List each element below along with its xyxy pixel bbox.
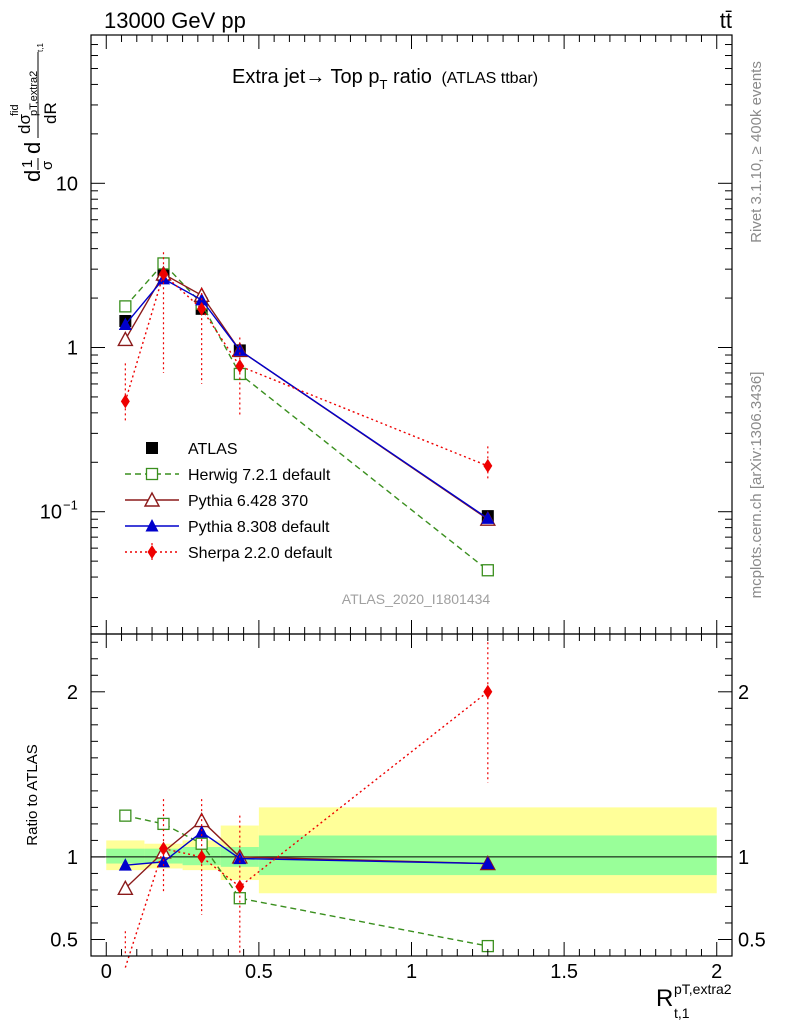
ylabel-sub: pT,extra2 [28, 71, 40, 116]
ylabel-sigma: σ [39, 160, 56, 170]
ratio-ytick-label: 2 [67, 682, 78, 704]
band-inner [106, 848, 145, 864]
legend-marker-pythia8 [145, 519, 159, 532]
plot-title-sub: T [379, 77, 387, 92]
main-point-sherpa [197, 301, 207, 316]
ratio-point-pythia8 [481, 856, 495, 870]
legend-marker-pythia6 [143, 491, 161, 507]
plot-title: Extra jet→ Top pT ratio (ATLAS ttbar) [232, 66, 538, 92]
ratio-ytick-label-right: 0.5 [738, 929, 766, 951]
ratio-point-sherpa [483, 684, 493, 699]
legend-label-pythia8: Pythia 8.308 default [188, 519, 330, 536]
ratio-point-sherpa [158, 841, 168, 856]
xlabel-main: R [656, 985, 673, 1012]
ratio-ytick-label-right: 2 [738, 682, 749, 704]
svg-text:dσ: dσ [15, 114, 34, 134]
xlabel-sub: t,1 [674, 1005, 690, 1021]
plot-title-suffix: ratio [387, 66, 431, 88]
legend-label-atlas: ATLAS [188, 441, 238, 458]
ratio-point-sherpa [235, 879, 245, 894]
main-point-pythia8 [118, 317, 132, 331]
svg-text:1: 1 [19, 160, 36, 168]
main-point-herwig [481, 564, 494, 577]
plot-title-main: Extra jet→ Top p [232, 66, 379, 88]
main-ytick-exponent: −1 [63, 498, 78, 513]
svg-text:dR: dR [41, 102, 60, 124]
ratio-xtick-label: 2 [711, 961, 722, 983]
header-right: tt̄ [720, 8, 732, 33]
legend-marker-atlas [146, 442, 158, 454]
legend-marker-sherpa [147, 545, 157, 559]
mcplots-label: mcplots.cern.ch [arXiv:1306.3436] [748, 372, 765, 599]
main-point-sherpa [120, 394, 130, 409]
plot-title-tag: (ATLAS ttbar) [441, 70, 538, 87]
legend-marker-herwig [145, 467, 159, 481]
ratio-ytick-label-right: 1 [738, 847, 749, 869]
main-point-herwig [119, 300, 132, 313]
main-ytick-label: 1 [67, 338, 78, 360]
ylabel-dsig: dσ [15, 114, 34, 134]
legend-label-sherpa: Sherpa 2.2.0 default [188, 545, 333, 562]
ylabel-ratio: Ratio to ATLAS [24, 744, 41, 845]
rivet-label: Rivet 3.1.10, ≥ 400k events [748, 61, 765, 243]
ratio-ytick-label: 0.5 [50, 929, 78, 951]
main-point-sherpa [483, 458, 493, 473]
main-point-sherpa [235, 359, 245, 374]
xlabel-sup: pT,extra2 [674, 981, 732, 997]
ratio-point-sherpa [197, 849, 207, 864]
main-ytick-label: 10 [56, 173, 78, 195]
main-point-sherpa [158, 267, 168, 282]
svg-text:d: d [20, 170, 45, 182]
ratio-point-pythia8 [118, 858, 132, 871]
analysis-id: ATLAS_2020_I1801434 [342, 591, 491, 607]
ratio-plot-marks [117, 642, 496, 968]
ratio-point-pythia6 [117, 879, 134, 895]
svg-text:t,1: t,1 [36, 43, 45, 52]
svg-text:σ: σ [39, 160, 56, 170]
ylabel-dR: dR [41, 102, 60, 124]
ylabel-d1: d [20, 170, 45, 182]
ratio-point-pythia8 [195, 825, 209, 838]
main-point-pythia8 [233, 343, 247, 356]
legend-label-herwig: Herwig 7.2.1 default [188, 467, 331, 484]
svg-text:fid: fid [9, 104, 21, 116]
header-left: 13000 GeV pp [104, 8, 246, 33]
legend: ATLAS Herwig 7.2.1 default Pythia 6.428 37… [125, 441, 333, 562]
ratio-ytick-label: 1 [67, 847, 78, 869]
ylabel-fid: fid [9, 104, 21, 116]
ylabel-d2: d [20, 142, 45, 154]
main-point-pythia6 [117, 330, 134, 347]
ratio-xtick-label: 0.5 [245, 961, 273, 983]
main-point-pythia8 [481, 511, 495, 524]
main-plot-marks [117, 252, 496, 577]
ratio-plot-panel [90, 633, 733, 968]
main-ytick-label: 10 [40, 502, 62, 524]
ratio-point-pythia8 [233, 851, 247, 865]
ratio-xtick-label: 1.5 [550, 961, 578, 983]
ylabel-one: 1 [19, 160, 36, 168]
ratio-xtick-label: 1 [406, 961, 417, 983]
ylabel-top: d 1 σ d dσ fid pT,extra2 t,1 dR [9, 43, 60, 182]
legend-label-pythia6: Pythia 6.428 370 [188, 493, 308, 510]
ylabel-subsub: t,1 [36, 43, 45, 52]
ratio-xtick-label: 0 [101, 961, 112, 983]
xlabel: R [656, 985, 673, 1012]
svg-text:d: d [20, 142, 45, 154]
svg-text:pT,extra2: pT,extra2 [28, 71, 40, 116]
ratio-point-herwig [119, 809, 132, 822]
